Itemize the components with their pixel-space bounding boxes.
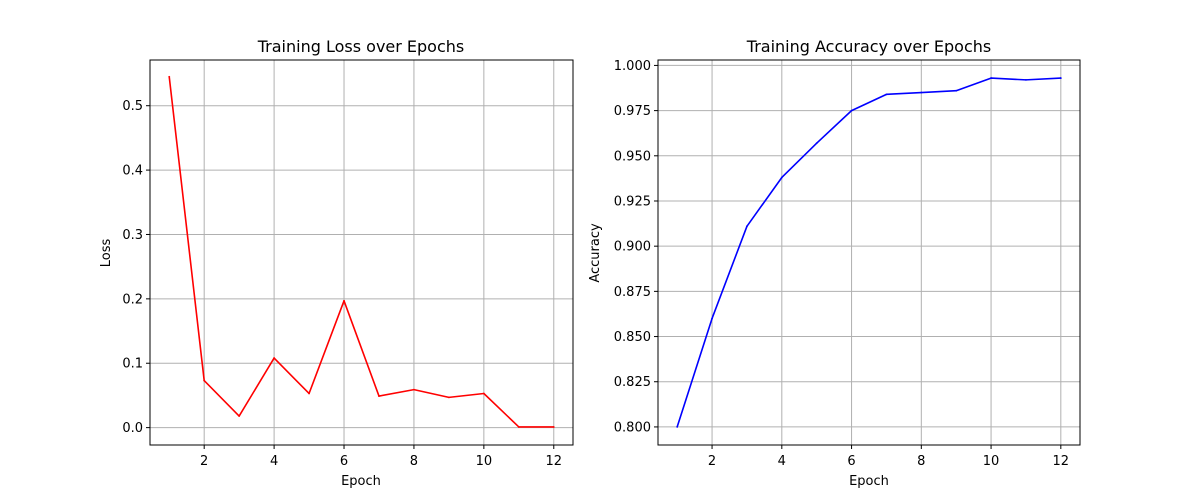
- accuracy-data-point: [1025, 78, 1027, 81]
- accuracy-chart-title: Training Accuracy over Epochs: [746, 37, 991, 56]
- loss-x-tick-label: 2: [200, 454, 208, 469]
- accuracy-data-point: [990, 77, 992, 79]
- accuracy-chart: Training Accuracy over Epochs Epoch Accu…: [588, 37, 1081, 489]
- accuracy-chart-ylabel: Accuracy: [588, 223, 603, 283]
- accuracy-y-tick-label: 0.975: [614, 104, 651, 119]
- loss-y-tick-label: 0.0: [122, 421, 143, 436]
- loss-x-tick-label: 12: [545, 454, 562, 469]
- accuracy-data-point: [850, 109, 853, 112]
- loss-series-line: [168, 76, 554, 428]
- loss-x-tick-label: 4: [270, 454, 278, 469]
- loss-data-point: [378, 395, 380, 397]
- loss-chart-xlabel: Epoch: [341, 474, 381, 489]
- accuracy-y-tick-label: 0.875: [614, 285, 651, 300]
- loss-x-tick-label: 8: [410, 454, 418, 469]
- loss-data-point: [238, 415, 241, 417]
- accuracy-x-tick-label: 8: [917, 454, 925, 469]
- loss-y-tick-label: 0.3: [122, 228, 143, 243]
- loss-data-point: [482, 392, 485, 395]
- accuracy-x-tick-label: 2: [708, 454, 716, 469]
- accuracy-x-tick-label: 4: [778, 454, 786, 469]
- accuracy-data-point: [885, 93, 888, 96]
- accuracy-x-tick-label: 6: [847, 454, 855, 469]
- loss-chart-ylabel: Loss: [99, 239, 114, 268]
- loss-data-point: [308, 392, 310, 395]
- accuracy-data-point: [815, 142, 818, 145]
- accuracy-y-tick-label: 0.950: [614, 149, 651, 164]
- accuracy-data-point: [1059, 77, 1062, 79]
- accuracy-data-point: [746, 225, 748, 228]
- loss-data-point: [447, 396, 450, 399]
- accuracy-data-point: [676, 426, 679, 428]
- loss-data-point: [552, 426, 555, 428]
- accuracy-data-point: [920, 91, 923, 94]
- loss-axes-frame: [149, 59, 574, 446]
- accuracy-x-tick-label: 10: [983, 454, 1000, 469]
- loss-chart: Training Loss over Epochs Epoch Loss 2 4 6…: [99, 37, 574, 489]
- loss-data-point: [203, 379, 206, 382]
- loss-ticks: 2 4 6 8 10 12 0.0 0.1 0.2 0.3 0.4 0.5: [122, 99, 562, 469]
- loss-x-tick-label: 10: [476, 454, 493, 469]
- accuracy-data-point: [711, 317, 713, 320]
- accuracy-data-point: [955, 89, 958, 92]
- loss-chart-title: Training Loss over Epochs: [257, 37, 465, 56]
- loss-data-point: [168, 75, 171, 78]
- loss-y-tick-label: 0.5: [122, 99, 143, 114]
- loss-data-point: [517, 426, 520, 428]
- loss-x-tick-label: 6: [340, 454, 348, 469]
- accuracy-ticks: 2 4 6 8 10 12 0.800 0.825 0.850 0.875 0.900 0.925 0.…: [614, 59, 1069, 469]
- loss-data-point: [343, 299, 345, 302]
- accuracy-y-tick-label: 0.925: [614, 194, 651, 209]
- loss-data-point: [273, 357, 276, 359]
- accuracy-data-point: [780, 176, 783, 179]
- accuracy-grid: [658, 60, 1080, 445]
- accuracy-x-tick-label: 12: [1053, 454, 1070, 469]
- loss-y-tick-label: 0.1: [122, 357, 143, 372]
- accuracy-y-tick-label: 0.825: [614, 375, 651, 390]
- loss-grid: [150, 60, 573, 445]
- loss-y-tick-label: 0.4: [122, 164, 143, 179]
- accuracy-y-tick-label: 0.900: [614, 240, 651, 255]
- accuracy-axes-frame: [657, 59, 1081, 446]
- loss-y-tick-label: 0.2: [122, 292, 143, 307]
- loss-data-point: [413, 388, 415, 391]
- accuracy-y-tick-label: 0.800: [614, 420, 651, 435]
- accuracy-chart-xlabel: Epoch: [849, 474, 889, 489]
- accuracy-y-tick-label: 0.850: [614, 330, 651, 345]
- accuracy-series-line: [676, 77, 1061, 428]
- accuracy-y-tick-label: 1.000: [614, 59, 651, 74]
